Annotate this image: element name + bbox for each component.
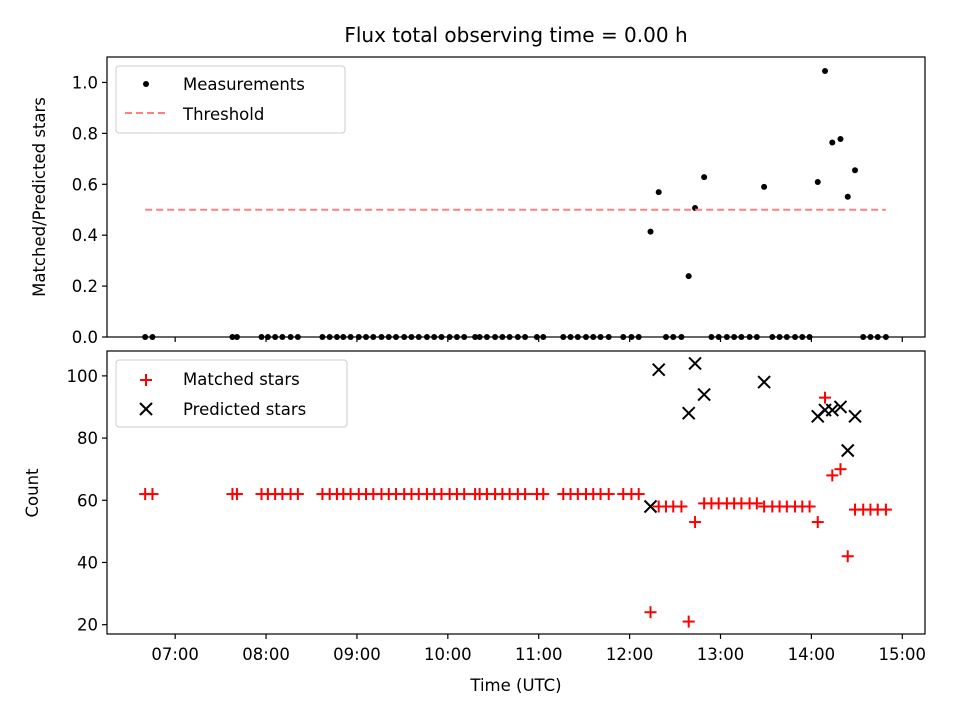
legend-measurements-label: Measurements: [183, 75, 305, 94]
x-tick-label: 10:00: [424, 645, 472, 664]
predicted-star-point: [643, 499, 658, 514]
top-panel: 0.0 0.2 0.4 0.6 0.8 1.0 Matched/Predicted sta…: [30, 56, 926, 347]
bottom-y-tick-label: 60: [77, 491, 98, 510]
predicted-star-point: [757, 375, 771, 389]
bottom-y-tick-label: 40: [77, 553, 98, 572]
top-legend-frame: [115, 65, 346, 134]
measurement-point: [685, 273, 692, 280]
matched-star-point: [291, 488, 304, 501]
x-tick-label: 15:00: [878, 645, 926, 664]
matched-star-point: [841, 550, 854, 563]
bottom-y-tick-label: 80: [77, 429, 98, 448]
bottom-plot-marks: [139, 356, 892, 628]
matched-star-point: [230, 488, 243, 501]
top-plot-frame: [106, 56, 926, 338]
measurement-point: [822, 68, 829, 74]
bottom-legend-frame: [115, 359, 348, 428]
predicted-star-point: [688, 356, 702, 371]
measurement-point: [852, 167, 859, 174]
bottom-y-tick-label: 20: [77, 616, 98, 635]
top-y-tick-label: 0.0: [72, 328, 98, 347]
x-tick-label: 12:00: [606, 645, 654, 664]
matched-star-point: [689, 516, 702, 529]
legend-measurements-marker: [143, 81, 149, 87]
matched-star-point: [803, 500, 816, 513]
top-y-tick-label: 0.2: [72, 277, 98, 296]
x-tick-label: 14:00: [788, 645, 836, 664]
top-legend: Measurements Threshold: [115, 65, 346, 134]
bottom-x-axis-ticks: 07:00 08:00 09:00 10:00 11:00 12:00 13:00 14:00…: [151, 634, 926, 664]
top-y-tick-label: 0.8: [72, 124, 98, 143]
matched-star-point: [644, 606, 657, 619]
measurement-point: [655, 189, 662, 196]
predicted-star-point: [697, 387, 711, 402]
predicted-star-point: [841, 443, 855, 458]
bottom-legend: Matched stars Predicted stars: [115, 359, 348, 428]
x-tick-label: 11:00: [515, 645, 563, 664]
bottom-y-tick-label: 100: [67, 367, 99, 386]
legend-matched-label: Matched stars: [183, 370, 300, 389]
measurement-point: [844, 193, 851, 200]
matched-star-point: [826, 469, 839, 482]
x-axis-label: Time (UTC): [469, 676, 561, 695]
matched-star-point: [834, 463, 847, 476]
predicted-star-point: [681, 406, 696, 420]
matched-star-point: [675, 500, 688, 513]
predicted-star-point: [848, 409, 862, 424]
bottom-panel: 20 40 60 80 100 07:00 08:00 09:00 10:00 11:00 12:…: [23, 350, 926, 695]
predicted-star-point: [833, 400, 848, 414]
measurement-point: [761, 183, 768, 190]
bottom-plot-frame: [106, 350, 926, 635]
matched-star-point: [819, 391, 832, 404]
matched-star-point: [750, 497, 763, 510]
x-tick-label: 08:00: [242, 645, 290, 664]
matched-star-point: [602, 488, 615, 501]
legend-predicted-label: Predicted stars: [183, 400, 306, 419]
legend-matched-marker: [140, 374, 152, 386]
top-y-axis-ticks: 0.0 0.2 0.4 0.6 0.8 1.0: [72, 73, 107, 347]
measurement-point: [647, 228, 654, 235]
x-tick-label: 07:00: [151, 645, 199, 664]
chart-title: Flux total observing time = 0.00 h: [344, 23, 687, 47]
legend-threshold-label: Threshold: [182, 105, 264, 124]
measurement-point: [701, 174, 708, 181]
top-y-axis-label: Matched/Predicted stars: [30, 97, 49, 297]
matched-star-point: [458, 488, 471, 501]
matched-star-point: [519, 488, 532, 501]
legend-predicted-marker: [139, 402, 153, 416]
top-plot-marks: [142, 68, 889, 340]
predicted-star-point: [651, 362, 666, 377]
bottom-y-axis-ticks: 20 40 60 80 100: [67, 367, 107, 635]
x-tick-label: 13:00: [697, 645, 745, 664]
top-y-tick-label: 1.0: [72, 73, 98, 92]
top-y-tick-label: 0.6: [72, 175, 98, 194]
measurement-point: [814, 178, 821, 185]
x-tick-label: 09:00: [333, 645, 381, 664]
predicted-star-point: [825, 403, 840, 417]
top-y-tick-label: 0.4: [72, 226, 98, 245]
matched-star-point: [537, 488, 550, 501]
matched-star-point: [879, 503, 892, 516]
top-x-axis-ticks: [174, 337, 903, 342]
matched-star-point: [811, 516, 824, 529]
measurement-point: [837, 135, 844, 142]
matched-star-point: [632, 488, 645, 501]
bottom-y-axis-label: Count: [23, 468, 42, 518]
measurement-point: [829, 139, 836, 146]
matched-star-point: [146, 488, 159, 501]
matched-star-point: [682, 615, 695, 628]
